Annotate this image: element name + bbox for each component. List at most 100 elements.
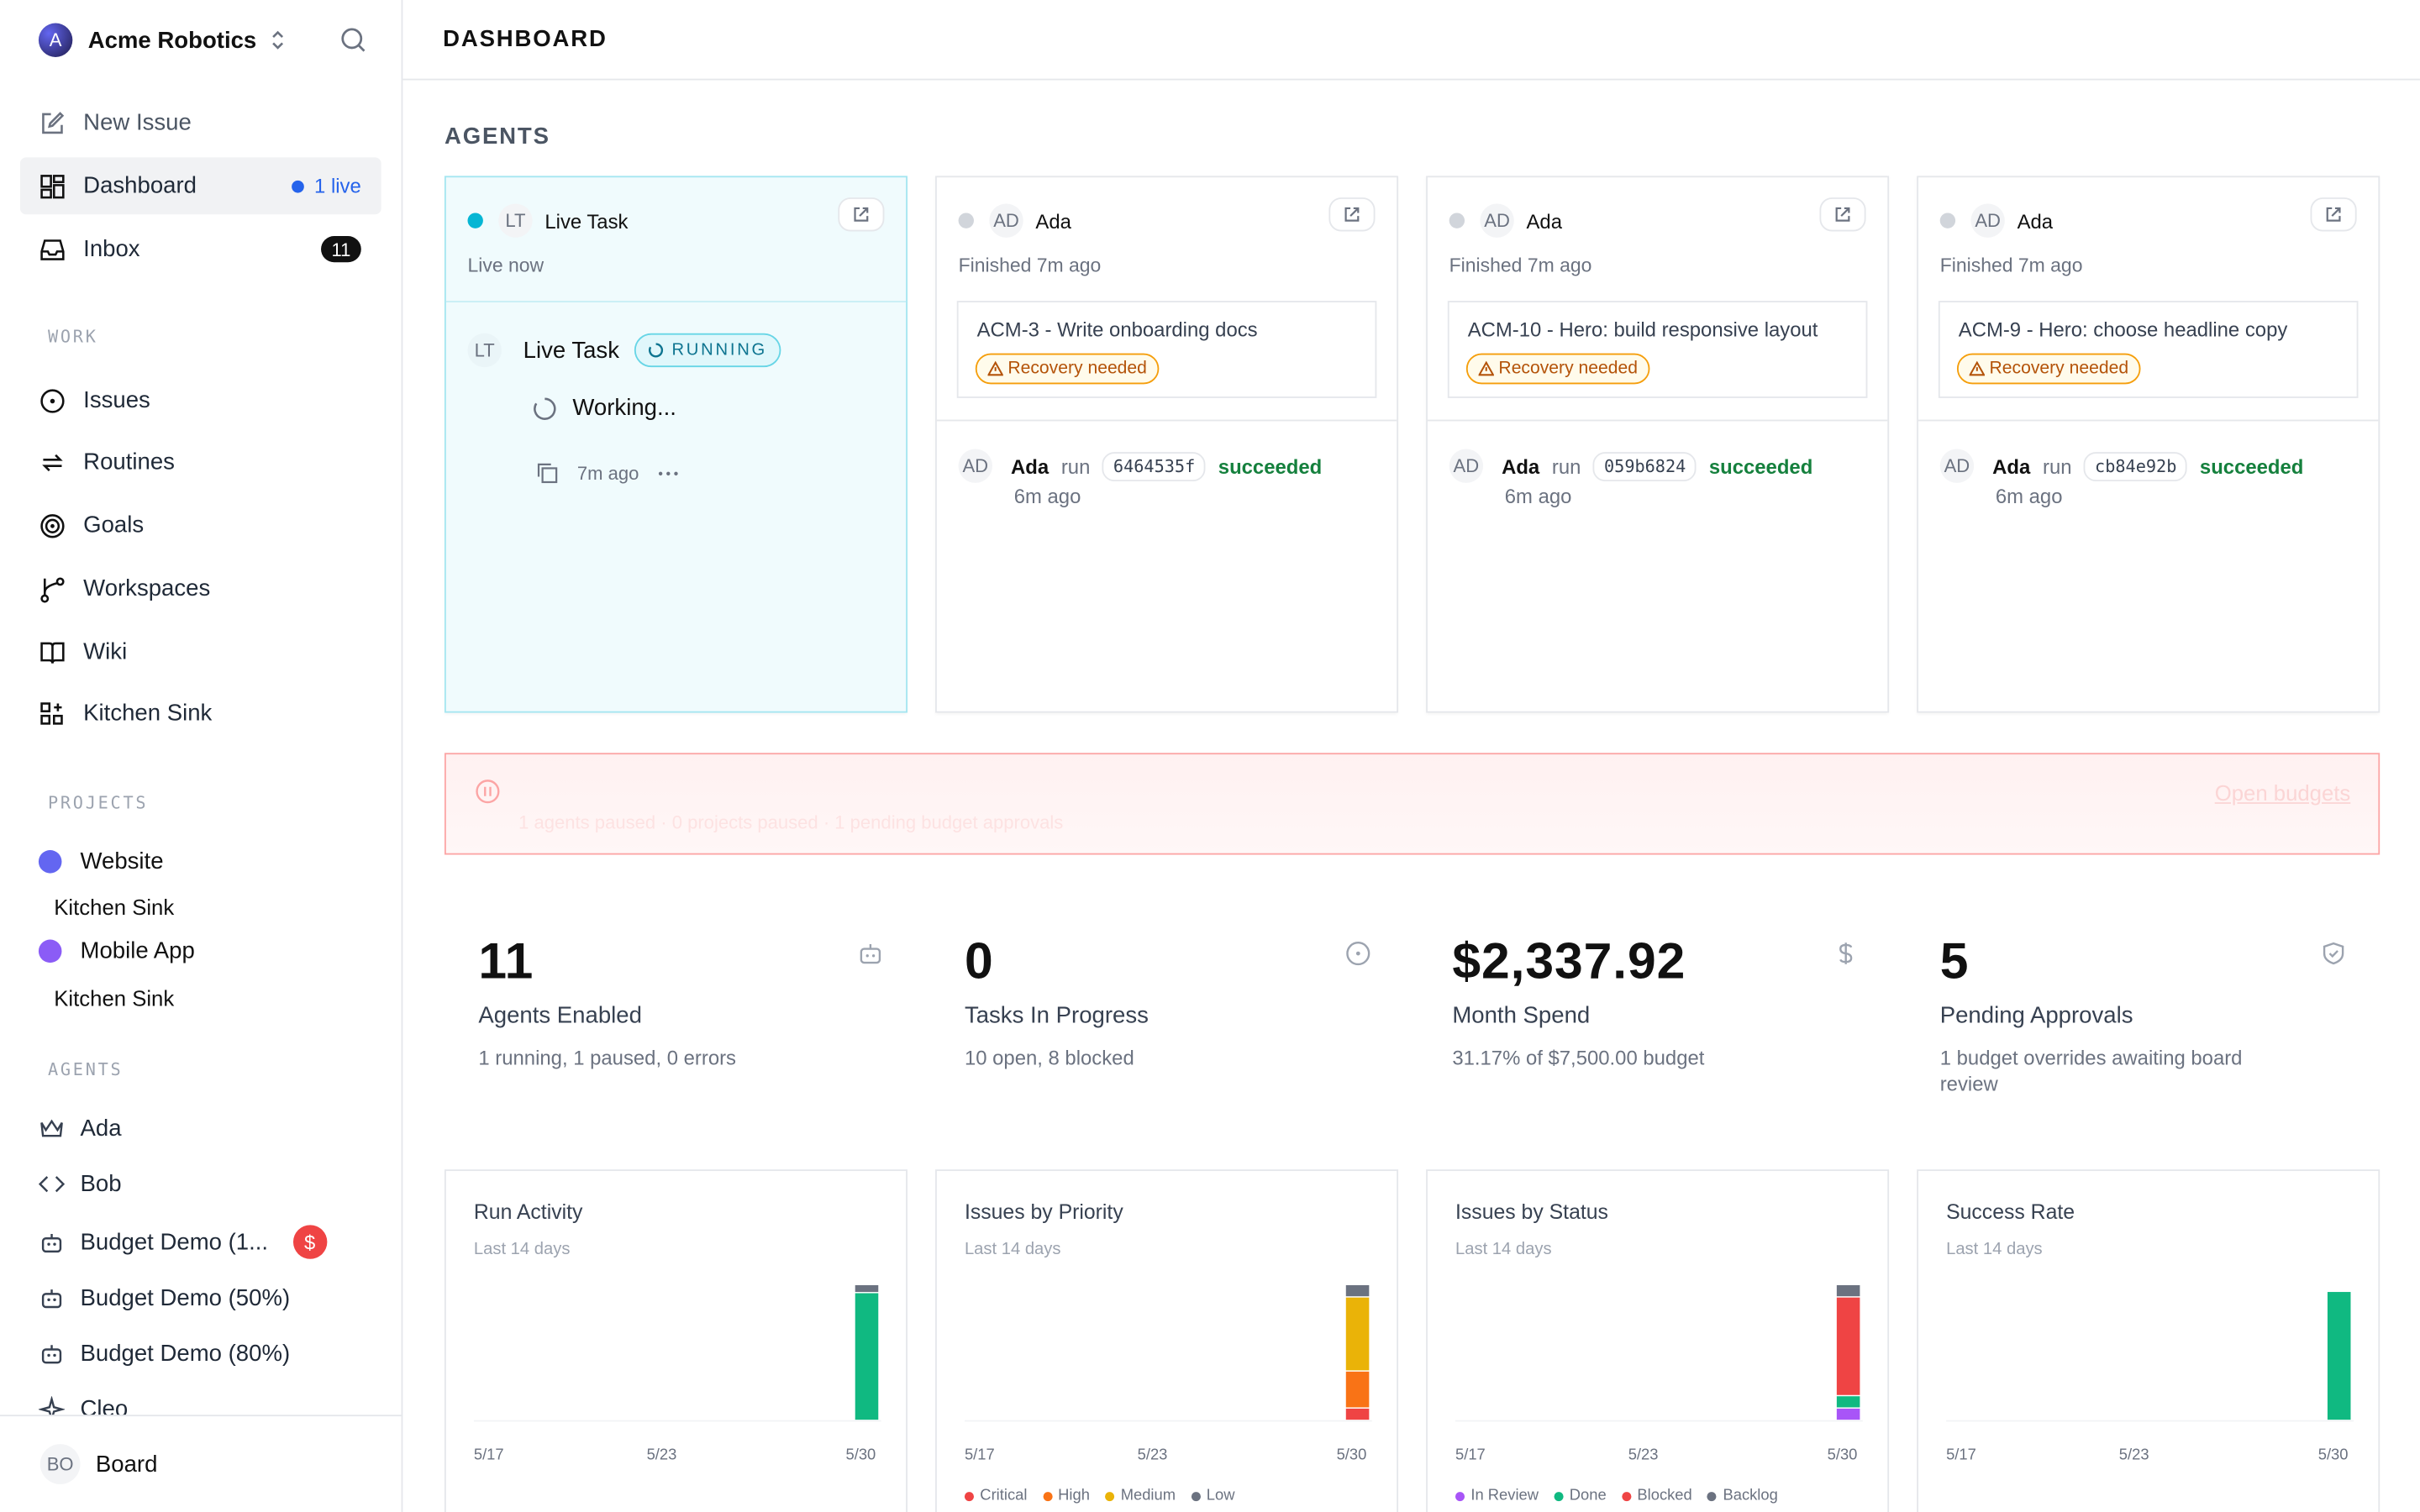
legend-item: In Review bbox=[1455, 1488, 1539, 1504]
legend-swatch bbox=[1554, 1491, 1564, 1501]
sidebar-agent-budget-demo-50[interactable]: Budget Demo (50%) bbox=[39, 1285, 290, 1311]
stat-tasks-in-progress[interactable]: 0 Tasks In Progress 10 open, 8 blocked bbox=[965, 932, 1381, 1070]
x-tick-label: 5/30 bbox=[1336, 1446, 1367, 1465]
run-id-chip[interactable]: 6464535f bbox=[1102, 451, 1207, 481]
issues-label: Issues bbox=[83, 387, 150, 414]
pause-circle-icon bbox=[476, 780, 500, 804]
status-dot bbox=[1449, 213, 1465, 228]
run-status: succeeded bbox=[2199, 454, 2304, 478]
alert-text: 1 agents paused · 0 projects paused · 1 … bbox=[518, 811, 1064, 833]
sidebar-item-inbox[interactable]: Inbox 11 bbox=[20, 221, 381, 278]
bar-segment-backlog[interactable] bbox=[1836, 1284, 1860, 1297]
bar-segment-in-review[interactable] bbox=[1836, 1408, 1860, 1420]
sidebar-item-wiki[interactable]: Wiki bbox=[20, 623, 381, 680]
bar-segment-blocked[interactable] bbox=[1836, 1297, 1860, 1395]
agent-card[interactable]: AD Ada Finished 7m ago ACM-3 - Write onb… bbox=[935, 176, 1399, 713]
stat-pending-approvals[interactable]: 5 Pending Approvals 1 budget overrides a… bbox=[1940, 932, 2357, 1097]
stat-month-spend[interactable]: $2,337.92 Month Spend 31.17% of $7,500.0… bbox=[1452, 932, 1869, 1070]
x-tick-label: 5/23 bbox=[1137, 1446, 1168, 1465]
issue-box[interactable]: ACM-10 - Hero: build responsive layout R… bbox=[1447, 301, 1868, 398]
run-activity-chart bbox=[473, 1284, 881, 1422]
x-tick-label: 5/30 bbox=[2317, 1446, 2349, 1465]
inbox-count-badge: 11 bbox=[321, 236, 361, 263]
bar-segment[interactable] bbox=[855, 1293, 879, 1420]
run-word: run bbox=[1060, 454, 1091, 478]
sidebar-item-workspaces[interactable]: Workspaces bbox=[20, 560, 381, 617]
run-word: run bbox=[2042, 454, 2072, 478]
bar-segment[interactable] bbox=[855, 1284, 879, 1293]
org-switcher[interactable]: A Acme Robotics bbox=[38, 22, 287, 59]
issue-title: ACM-9 - Hero: choose headline copy bbox=[1958, 318, 2288, 341]
agent-avatar: LT bbox=[498, 203, 533, 238]
sidebar-item-routines[interactable]: Routines bbox=[20, 433, 381, 491]
agent-card[interactable]: AD Ada Finished 7m ago ACM-10 - Hero: bu… bbox=[1426, 176, 1890, 713]
search-icon[interactable] bbox=[339, 26, 367, 54]
copy-icon[interactable] bbox=[535, 461, 559, 485]
bar-segment-high[interactable] bbox=[1345, 1371, 1370, 1408]
open-external-button[interactable] bbox=[1328, 197, 1376, 232]
new-issue-button[interactable]: New Issue bbox=[20, 94, 381, 151]
agent-card-live[interactable]: LT Live Task Live now LT Live Task RUNNI… bbox=[444, 176, 908, 713]
recovery-badge: Recovery needed bbox=[1956, 353, 2141, 385]
agent-avatar: AD bbox=[1480, 203, 1514, 238]
x-tick-label: 5/23 bbox=[646, 1446, 677, 1465]
sidebar-item-kitchen-sink[interactable]: Kitchen Sink bbox=[20, 685, 381, 742]
agents-section-label: AGENTS bbox=[47, 1059, 124, 1080]
budget-alert-banner: 1 agents paused · 0 projects paused · 1 … bbox=[444, 753, 2381, 855]
open-external-button[interactable] bbox=[1819, 197, 1866, 232]
x-tick-label: 5/17 bbox=[1946, 1446, 1976, 1465]
user-footer[interactable]: BO Board bbox=[0, 1415, 402, 1512]
run-row: AD Ada run 059b6824 succeeded bbox=[1449, 449, 1812, 483]
run-word: run bbox=[1551, 454, 1581, 478]
stat-agents-enabled[interactable]: 11 Agents Enabled 1 running, 1 paused, 0… bbox=[478, 932, 895, 1070]
success-rate-chart bbox=[1946, 1292, 2354, 1422]
legend-swatch bbox=[1622, 1491, 1632, 1501]
bar-segment[interactable] bbox=[2327, 1292, 2351, 1420]
bar-segment-done[interactable] bbox=[1836, 1396, 1860, 1408]
agent-name: Budget Demo (50%) bbox=[80, 1284, 291, 1312]
wiki-label: Wiki bbox=[83, 638, 128, 665]
code-icon bbox=[38, 1176, 66, 1193]
chart-title: Issues by Status bbox=[1455, 1200, 1608, 1224]
issue-title: ACM-10 - Hero: build responsive layout bbox=[1467, 318, 1818, 341]
legend-label: High bbox=[1058, 1487, 1090, 1504]
sidebar-project-mobile-app[interactable]: Mobile App bbox=[38, 938, 195, 964]
open-external-button[interactable] bbox=[838, 197, 885, 232]
chart-subtitle: Last 14 days bbox=[1946, 1240, 2043, 1259]
issue-box[interactable]: ACM-9 - Hero: choose headline copy Recov… bbox=[1938, 301, 2359, 398]
bar-segment-critical[interactable] bbox=[1345, 1408, 1370, 1420]
legend-label: Backlog bbox=[1723, 1487, 1778, 1504]
sidebar-subproject[interactable]: Kitchen Sink bbox=[54, 895, 175, 920]
new-issue-label: New Issue bbox=[83, 109, 192, 136]
live-count: 1 live bbox=[314, 174, 361, 198]
agent-name: Ada bbox=[2017, 208, 2054, 233]
bar-segment-low[interactable] bbox=[1345, 1284, 1370, 1297]
sidebar-agent-ada[interactable]: Ada bbox=[39, 1116, 122, 1142]
sidebar-item-goals[interactable]: Goals bbox=[20, 496, 381, 554]
chart-run-activity: Run Activity Last 14 days 5/17 5/23 5/30 bbox=[444, 1169, 908, 1512]
sidebar-project-website[interactable]: Website bbox=[38, 848, 164, 874]
sidebar-item-dashboard[interactable]: Dashboard 1 live bbox=[19, 157, 381, 215]
chart-title: Success Rate bbox=[1946, 1200, 2075, 1224]
run-id-chip[interactable]: 059b6824 bbox=[1593, 451, 1697, 481]
x-tick-label: 5/17 bbox=[964, 1446, 995, 1465]
open-budgets-link[interactable]: Open budgets bbox=[2214, 780, 2351, 806]
open-external-button[interactable] bbox=[2310, 197, 2357, 232]
sidebar-subproject[interactable]: Kitchen Sink bbox=[54, 985, 175, 1011]
issue-title: ACM-3 - Write onboarding docs bbox=[976, 318, 1258, 341]
stat-label: Tasks In Progress bbox=[964, 1002, 1149, 1030]
sidebar-item-issues[interactable]: Issues bbox=[20, 372, 381, 429]
sidebar-agent-budget-demo-1[interactable]: Budget Demo (1... $ bbox=[39, 1225, 327, 1259]
org-avatar: A bbox=[38, 23, 73, 57]
stat-desc: 1 budget overrides awaiting board review bbox=[1939, 1046, 2243, 1096]
issue-box[interactable]: ACM-3 - Write onboarding docs Recovery n… bbox=[956, 301, 1377, 398]
agent-card[interactable]: AD Ada Finished 7m ago ACM-9 - Hero: cho… bbox=[1917, 176, 2381, 713]
bar-segment-medium[interactable] bbox=[1345, 1297, 1370, 1371]
legend-label: Done bbox=[1569, 1487, 1607, 1504]
sidebar-agent-bob[interactable]: Bob bbox=[38, 1171, 122, 1197]
sidebar-agent-budget-demo-80[interactable]: Budget Demo (80%) bbox=[39, 1341, 290, 1367]
run-id-chip[interactable]: cb84e92b bbox=[2084, 451, 2188, 481]
more-horizontal-icon[interactable] bbox=[657, 470, 679, 475]
run-time: 6m ago bbox=[1995, 484, 2063, 508]
stat-desc: 10 open, 8 blocked bbox=[964, 1046, 1134, 1069]
